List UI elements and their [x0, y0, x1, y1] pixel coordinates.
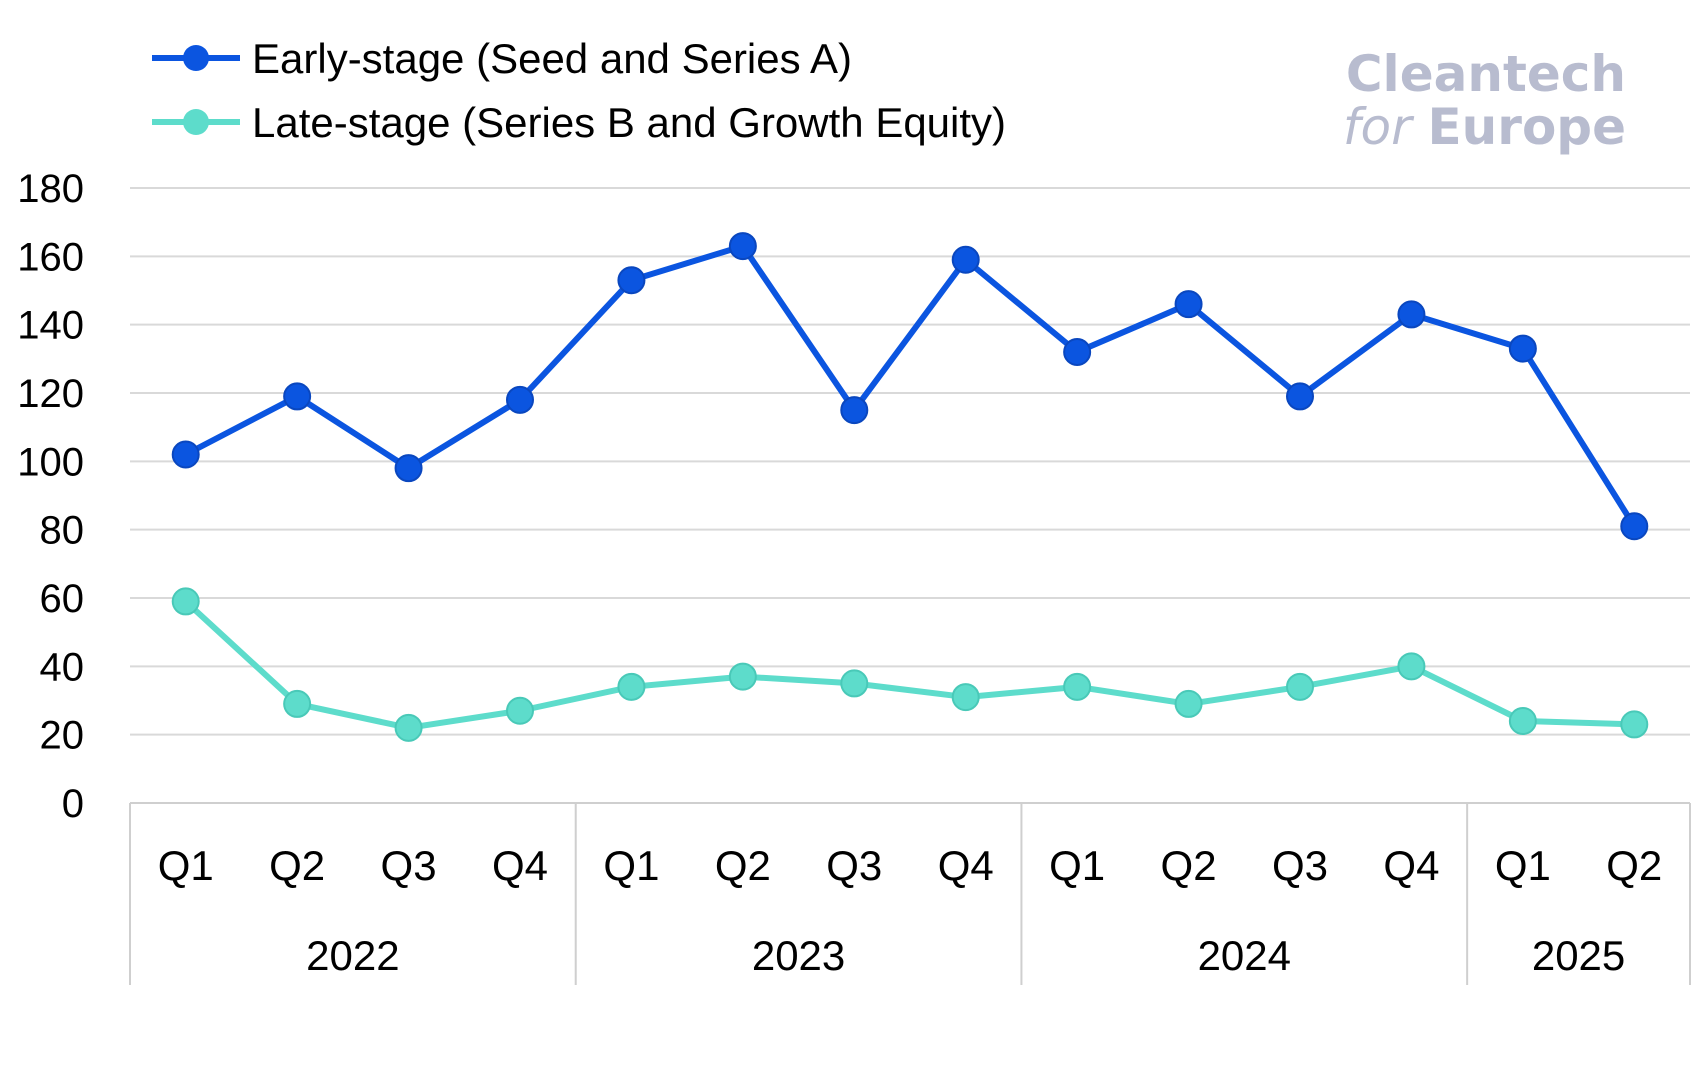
- brand-europe: Europe: [1427, 97, 1626, 156]
- brand-tagline: for Europe: [1342, 97, 1626, 156]
- series-line-late-stage: [183, 599, 1635, 731]
- data-point-early-stage: [1620, 512, 1649, 541]
- gridlines: [130, 187, 1690, 736]
- data-point-late-stage: [1063, 672, 1092, 701]
- y-tick-label: 80: [40, 509, 85, 553]
- x-tick-label: Q4: [1383, 842, 1439, 889]
- data-point-early-stage: [617, 266, 646, 295]
- data-point-late-stage: [951, 683, 980, 712]
- brand-name: Cleantech: [1345, 45, 1626, 103]
- x-group-label: 2024: [1198, 932, 1291, 979]
- data-point-late-stage: [840, 669, 869, 698]
- y-tick-label: 40: [40, 645, 85, 689]
- data-point-late-stage: [1174, 689, 1203, 718]
- data-point-early-stage: [1397, 300, 1426, 329]
- x-tick-label: Q3: [1272, 842, 1328, 889]
- data-point-early-stage: [1286, 382, 1314, 411]
- x-tick-label: Q2: [1606, 842, 1662, 889]
- data-point-late-stage: [1397, 652, 1426, 681]
- x-group-label: 2022: [306, 932, 399, 979]
- y-axis-ticks: 0 20 40 60 80 100 120 140 160 180: [17, 167, 84, 826]
- series-line-early-stage: [184, 243, 1637, 528]
- x-tick-label: Q3: [381, 842, 437, 889]
- data-point-late-stage: [617, 672, 646, 701]
- y-tick-label: 60: [40, 577, 85, 621]
- y-tick-label: 100: [17, 440, 84, 484]
- x-tick-label: Q2: [269, 842, 325, 889]
- data-point-late-stage: [1620, 710, 1649, 739]
- data-point-early-stage: [283, 382, 312, 411]
- y-tick-label: 140: [17, 304, 84, 348]
- legend-marker: [183, 109, 209, 135]
- y-tick-label: 180: [17, 167, 84, 211]
- data-point-early-stage: [1174, 290, 1203, 319]
- y-tick-label: 0: [62, 782, 84, 826]
- data-point-late-stage: [171, 587, 200, 616]
- y-tick-label: 160: [17, 235, 84, 279]
- legend-label: Late-stage (Series B and Growth Equity): [252, 99, 1006, 146]
- x-axis: Q1 Q2 Q3 Q4 Q1 Q2 Q3 Q4 Q1 Q2 Q3 Q4 Q1 Q2 2022 2023 2024…: [129, 802, 1691, 985]
- x-tick-label: Q1: [158, 842, 214, 889]
- data-point-late-stage: [394, 713, 423, 742]
- legend-label: Early-stage (Seed and Series A): [252, 35, 852, 82]
- x-tick-label: Q4: [938, 842, 994, 889]
- brand-for: for: [1342, 97, 1412, 156]
- data-point-early-stage: [506, 385, 534, 414]
- x-tick-label: Q3: [826, 842, 882, 889]
- x-group-label: 2025: [1532, 932, 1625, 979]
- data-point-early-stage: [171, 440, 200, 469]
- legend-marker: [183, 45, 209, 71]
- x-tick-label: Q2: [1161, 842, 1217, 889]
- data-point-late-stage: [1286, 672, 1314, 701]
- data-point-early-stage: [1063, 338, 1092, 366]
- data-point-late-stage: [506, 696, 534, 725]
- data-point-late-stage: [728, 662, 757, 691]
- legend: Early-stage (Seed and Series A) Late-stag…: [152, 35, 1006, 146]
- x-tick-label: Q1: [1495, 842, 1551, 889]
- data-point-late-stage: [283, 689, 312, 718]
- x-tick-label: Q4: [492, 842, 548, 889]
- x-tick-label: Q1: [1049, 842, 1105, 889]
- y-tick-label: 120: [17, 372, 84, 416]
- data-point-early-stage: [1508, 334, 1537, 363]
- data-point-early-stage: [728, 232, 757, 261]
- x-tick-label: Q2: [715, 842, 771, 889]
- brand-logo: Cleantech for Europe: [1343, 48, 1626, 153]
- data-point-early-stage: [840, 396, 869, 425]
- series-layer: [171, 232, 1649, 742]
- x-tick-label: Q1: [603, 842, 659, 889]
- data-point-early-stage: [951, 245, 980, 274]
- data-point-late-stage: [1508, 707, 1537, 735]
- x-group-label: 2023: [752, 932, 845, 979]
- y-tick-label: 20: [40, 714, 85, 758]
- data-point-early-stage: [394, 454, 423, 483]
